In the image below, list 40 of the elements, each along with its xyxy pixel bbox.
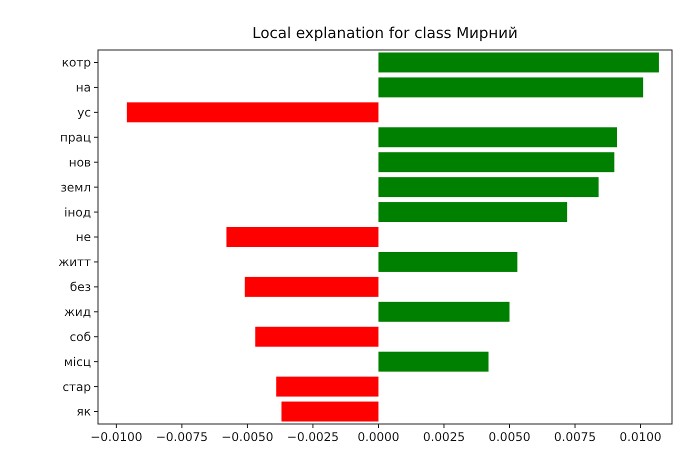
x-tick-label: 0.0025 [422,430,465,444]
y-tick-label: соб [70,330,91,344]
bar [378,302,510,322]
y-tick-label: як [76,404,91,419]
y-tick-label: прац [60,130,91,144]
y-tick-label: на [76,80,91,95]
bar [276,376,378,397]
x-tick-label: 0.0050 [488,430,530,444]
bar [378,177,599,198]
bar [244,276,378,297]
bar [226,227,378,247]
x-tick-label: −0.0025 [286,430,339,444]
chart-title: Local explanation for class Мирний [252,24,518,42]
bar [378,52,659,72]
y-tick-label: місц [64,354,91,369]
y-tick-label: стар [62,380,91,394]
bar [378,252,518,272]
bar [378,352,489,372]
y-tick-label: котр [62,56,91,70]
bar [281,402,378,422]
y-tick-label: ус [77,106,91,120]
x-tick-label: 0.0075 [554,430,596,444]
bar [126,102,378,122]
x-tick-label: 0.0000 [357,430,400,444]
bar [378,77,644,98]
y-tick-label: жид [64,305,91,319]
y-tick-label: земл [60,180,91,194]
y-tick-label: не [76,230,91,244]
y-tick-label: нов [68,155,91,170]
bar [255,326,378,347]
y-tick-label: без [70,280,91,294]
bar [378,127,617,148]
bar [378,202,568,222]
y-tick-label: інод [64,205,91,220]
y-tick-label: житт [58,255,92,270]
x-tick-label: −0.0075 [156,430,208,444]
x-tick-label: −0.0100 [90,430,142,444]
x-tick-label: 0.0100 [620,430,662,444]
bar [378,152,614,172]
x-tick-label: −0.0050 [221,430,274,444]
